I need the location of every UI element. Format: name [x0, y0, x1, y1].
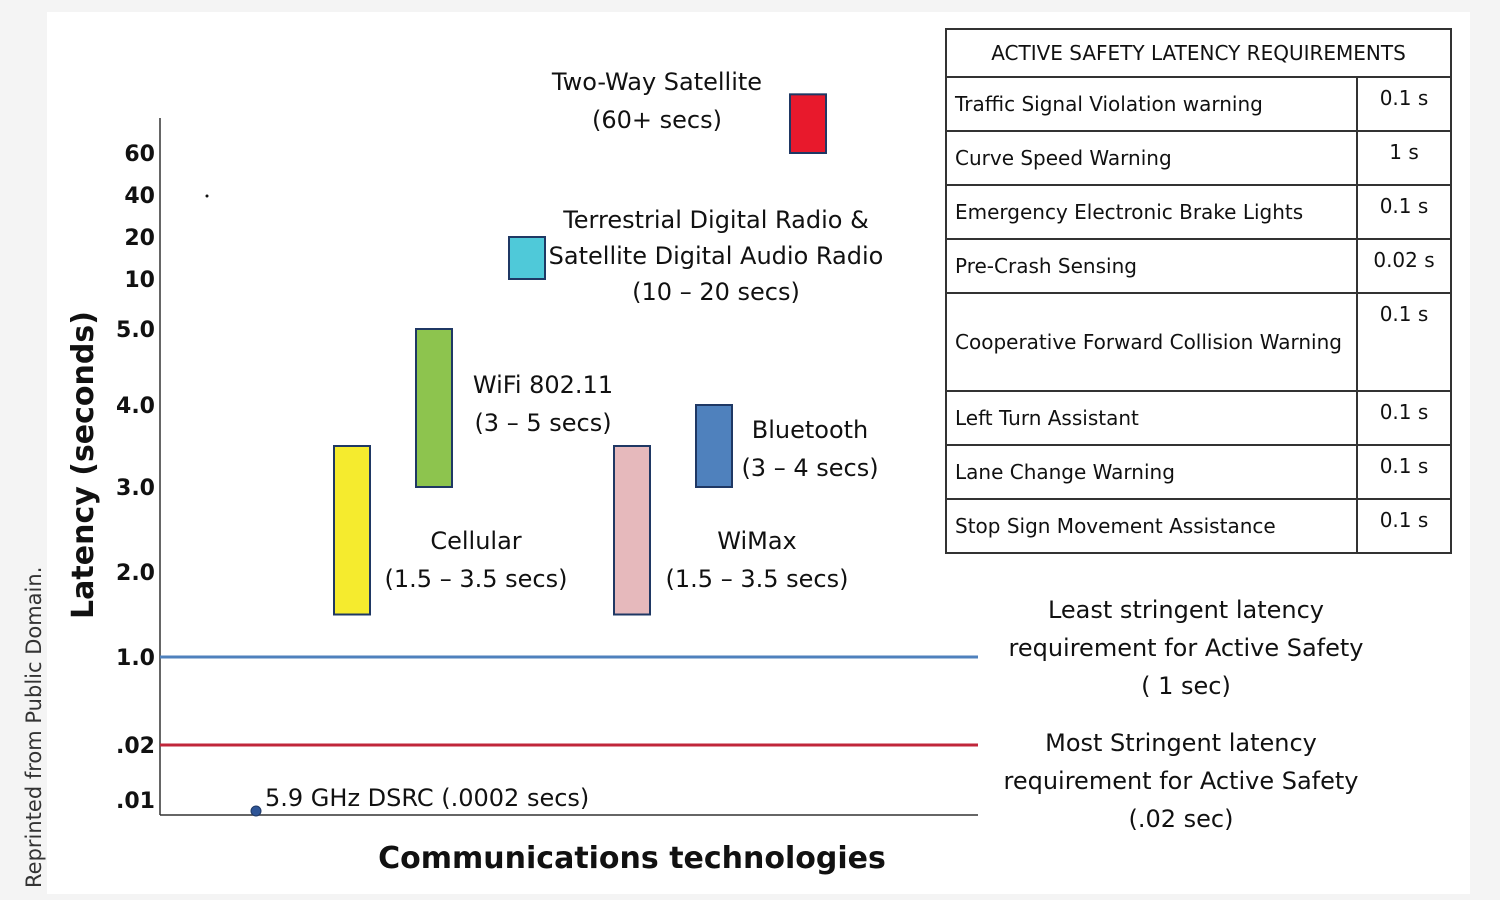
y-axis-title: Latency (seconds): [66, 311, 101, 619]
y-tick-label: 60: [124, 142, 155, 167]
bar-range-label: (3 – 5 secs): [474, 409, 611, 437]
y-tick-label: 40: [124, 184, 155, 209]
requirements-table: ACTIVE SAFETY LATENCY REQUIREMENTS Traff…: [945, 28, 1452, 554]
row-label: Left Turn Assistant: [945, 390, 1358, 446]
table-row: Lane Change Warning 0.1 s: [945, 444, 1452, 500]
row-value: 0.1 s: [1356, 444, 1452, 500]
y-tick-label: 3.0: [116, 476, 155, 501]
y-tick-label: .01: [116, 789, 155, 814]
bar-label: Two-Way Satellite: [551, 68, 762, 96]
bar-range-label: (3 – 4 secs): [741, 454, 878, 482]
y-tick-label: 4.0: [116, 394, 155, 419]
reference-line-label: requirement for Active Safety: [1009, 634, 1364, 662]
y-tick-label: 2.0: [116, 561, 155, 586]
bar-label: WiMax: [717, 527, 797, 555]
table-row: Traffic Signal Violation warning 0.1 s: [945, 76, 1452, 132]
reference-line-label: Most Stringent latency: [1045, 729, 1317, 757]
dsrc-point: [250, 805, 262, 817]
bar: [508, 236, 546, 280]
y-tick-label: 5.0: [116, 318, 155, 343]
bar-range-label: (60+ secs): [592, 106, 722, 134]
table-header-row: ACTIVE SAFETY LATENCY REQUIREMENTS: [945, 28, 1452, 78]
table-row: Cooperative Forward Collision Warning 0.1…: [945, 292, 1452, 392]
reference-line-label: (.02 sec): [1129, 805, 1234, 833]
bar-label: Cellular: [430, 527, 521, 555]
dsrc-point-label: 5.9 GHz DSRC (.0002 secs): [265, 784, 589, 812]
stray-dot: [205, 194, 209, 198]
row-label: Stop Sign Movement Assistance: [945, 498, 1358, 554]
row-value: 0.1 s: [1356, 76, 1452, 132]
y-tick-label: .02: [116, 734, 155, 759]
row-label: Traffic Signal Violation warning: [945, 76, 1358, 132]
y-tick-label: 10: [124, 268, 155, 293]
bar-label: Satellite Digital Audio Radio: [549, 242, 884, 270]
row-value: 0.1 s: [1356, 498, 1452, 554]
row-value: 0.1 s: [1356, 184, 1452, 240]
bar: [789, 93, 827, 155]
y-tick-label: 20: [124, 226, 155, 251]
table-row: Curve Speed Warning 1 s: [945, 130, 1452, 186]
table-row: Left Turn Assistant 0.1 s: [945, 390, 1452, 446]
bar: [415, 328, 453, 488]
bar: [695, 404, 733, 488]
table-row: Emergency Electronic Brake Lights 0.1 s: [945, 184, 1452, 240]
table-row: Stop Sign Movement Assistance 0.1 s: [945, 498, 1452, 554]
bar-label: Bluetooth: [752, 416, 869, 444]
row-label: Lane Change Warning: [945, 444, 1358, 500]
table-title: ACTIVE SAFETY LATENCY REQUIREMENTS: [945, 28, 1452, 78]
reference-line-label: requirement for Active Safety: [1004, 767, 1359, 795]
bar-range-label: (10 – 20 secs): [632, 278, 800, 306]
bar-label: Terrestrial Digital Radio &: [562, 206, 869, 234]
bar: [333, 445, 371, 616]
y-tick-label: 1.0: [116, 646, 155, 671]
row-label: Emergency Electronic Brake Lights: [945, 184, 1358, 240]
row-value: 0.1 s: [1356, 390, 1452, 446]
bar-label: WiFi 802.11: [473, 371, 613, 399]
bar-range-label: (1.5 – 3.5 secs): [385, 565, 568, 593]
bar: [613, 445, 651, 616]
bar-range-label: (1.5 – 3.5 secs): [666, 565, 849, 593]
row-value: 0.1 s: [1356, 292, 1452, 392]
row-label: Cooperative Forward Collision Warning: [945, 292, 1358, 392]
row-label: Pre-Crash Sensing: [945, 238, 1358, 294]
table-row: Pre-Crash Sensing 0.02 s: [945, 238, 1452, 294]
row-value: 1 s: [1356, 130, 1452, 186]
x-axis-title: Communications technologies: [378, 841, 886, 876]
reference-line-label: ( 1 sec): [1141, 672, 1231, 700]
row-value: 0.02 s: [1356, 238, 1452, 294]
row-label: Curve Speed Warning: [945, 130, 1358, 186]
reference-line-label: Least stringent latency: [1048, 596, 1324, 624]
